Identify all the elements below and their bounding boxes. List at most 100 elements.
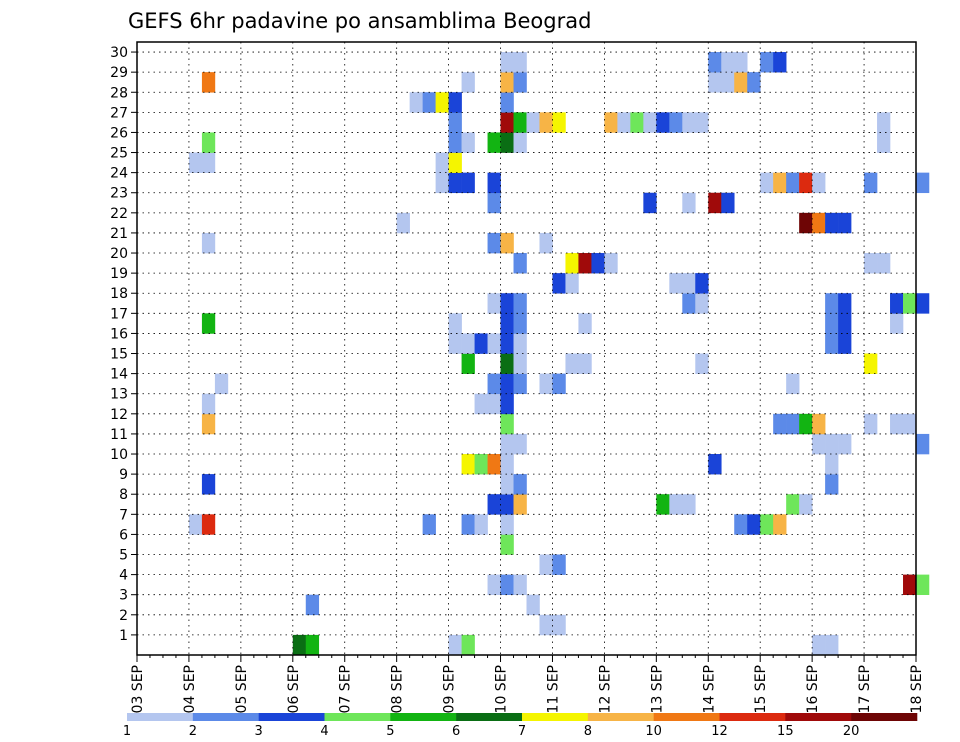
precip-cell — [461, 353, 475, 374]
precip-cell — [474, 454, 488, 475]
x-tick-label: 14 SEP — [701, 665, 717, 713]
y-tick-label: 21 — [110, 226, 128, 242]
precip-cell — [487, 393, 501, 415]
precip-cell — [773, 413, 787, 435]
precip-cell — [877, 112, 891, 133]
y-tick-label: 11 — [110, 427, 128, 443]
x-tick-label: 05 SEP — [234, 665, 250, 713]
precip-cell — [682, 494, 696, 515]
precip-cell — [890, 313, 904, 334]
precip-cell — [513, 293, 527, 314]
precip-cell — [578, 313, 592, 334]
precip-cell — [682, 293, 696, 314]
precip-cell — [591, 253, 605, 274]
precip-cell — [617, 112, 631, 133]
precip-cell — [201, 152, 216, 173]
precip-cell — [903, 574, 917, 596]
precip-cell — [487, 293, 501, 314]
grid-layer — [137, 42, 916, 655]
precip-cell — [487, 574, 501, 596]
x-tick-label: 17 SEP — [857, 665, 873, 713]
x-tick-label: 07 SEP — [338, 665, 354, 713]
precip-cell — [461, 634, 475, 656]
precip-cell — [747, 514, 761, 535]
precip-cell — [487, 494, 501, 515]
precip-cell — [201, 313, 216, 334]
precip-cell — [513, 373, 527, 395]
precip-cell — [461, 72, 475, 93]
x-tick-label: 13 SEP — [649, 665, 665, 713]
precip-cell — [513, 72, 527, 93]
y-tick-label: 17 — [110, 306, 128, 322]
legend-label: 3 — [255, 724, 263, 739]
precip-cell — [708, 52, 722, 73]
precip-cell — [500, 232, 514, 254]
legend-swatch — [258, 713, 325, 721]
precip-cell — [825, 433, 839, 455]
precip-cell — [903, 293, 917, 314]
y-tick-label: 7 — [119, 507, 128, 523]
y-tick-label: 28 — [110, 85, 128, 101]
precip-cell — [708, 192, 722, 214]
precip-cell — [500, 353, 514, 374]
precip-cell — [539, 232, 553, 254]
y-tick-label: 13 — [110, 387, 128, 403]
precip-cell — [565, 353, 579, 374]
precip-cell — [461, 132, 475, 153]
precip-cell — [513, 112, 527, 133]
legend-label: 15 — [777, 724, 794, 739]
precip-cell — [656, 494, 670, 515]
legend-swatch — [785, 713, 852, 721]
precip-cell — [786, 172, 800, 194]
cells-layer — [188, 52, 930, 656]
y-tick-label: 26 — [110, 125, 128, 141]
precip-cell — [734, 72, 748, 93]
precip-cell — [500, 474, 514, 495]
precip-cell — [513, 474, 527, 495]
precip-cell — [604, 253, 618, 274]
precip-cell — [448, 92, 462, 113]
precip-cell — [565, 253, 579, 274]
y-tick-label: 10 — [110, 447, 128, 463]
legend-label: 12 — [711, 724, 728, 739]
precip-cell — [539, 554, 553, 575]
x-tick-label: 09 SEP — [442, 665, 458, 713]
precip-cell — [461, 514, 475, 535]
precip-cell — [513, 353, 527, 374]
precip-cell — [825, 634, 839, 656]
precip-cell — [396, 212, 410, 234]
precip-cell — [448, 634, 462, 656]
precip-cell — [578, 253, 592, 274]
precip-cell — [500, 433, 514, 455]
legend-label: 20 — [843, 724, 860, 739]
precip-cell — [890, 293, 904, 314]
legend-label: 7 — [518, 724, 526, 739]
legend-swatch — [851, 713, 918, 721]
precip-cell — [201, 393, 216, 415]
precip-cell — [838, 313, 852, 334]
precip-cell — [188, 152, 203, 173]
precip-cell — [526, 594, 540, 616]
precip-cell — [448, 152, 462, 173]
precip-cell — [773, 52, 787, 73]
precip-cell — [864, 353, 878, 374]
y-tick-label: 16 — [110, 326, 128, 342]
legend-swatch — [192, 713, 259, 721]
precip-cell — [877, 132, 891, 153]
precip-cell — [448, 172, 462, 194]
precip-cell — [721, 192, 735, 214]
y-tick-label: 4 — [119, 568, 128, 584]
y-tick-label: 24 — [110, 166, 128, 182]
precip-cell — [812, 212, 826, 234]
precip-cell — [708, 454, 722, 475]
precip-cell — [604, 112, 618, 133]
precip-cell — [487, 232, 501, 254]
precip-cell — [500, 92, 514, 113]
precip-cell — [838, 433, 852, 455]
precip-cell — [500, 574, 514, 596]
y-tick-label: 9 — [119, 467, 128, 483]
legend-swatch — [653, 713, 720, 721]
precip-cell — [539, 614, 553, 636]
precip-cell — [422, 514, 436, 535]
